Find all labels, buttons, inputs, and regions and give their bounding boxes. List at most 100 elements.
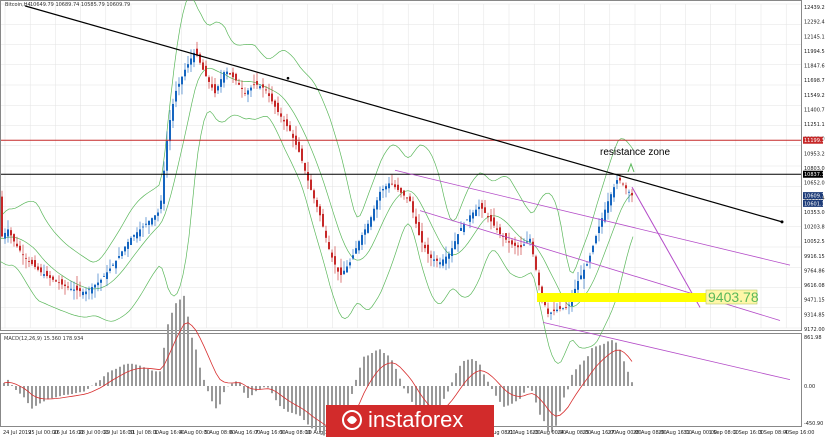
candle-body [289, 125, 291, 131]
macd-axis-tick: 861.98 [804, 335, 822, 341]
macd-histogram-bar [355, 379, 357, 386]
candle-body [127, 241, 129, 249]
macd-histogram-bar [535, 386, 537, 403]
channel-lower-line [542, 321, 791, 381]
candle-body [409, 196, 411, 202]
macd-histogram-bar [39, 386, 41, 404]
candle-body [535, 256, 537, 270]
candle-body [115, 260, 117, 269]
price-axis-tick: 12292.45 [804, 20, 825, 26]
macd-histogram-bar [211, 386, 213, 402]
time-axis-tick: 25 Jul 00:00 [28, 430, 58, 436]
macd-histogram-bar [255, 386, 257, 392]
macd-histogram-bar [495, 386, 497, 396]
macd-histogram-bar [451, 382, 453, 386]
price-marker [803, 136, 823, 144]
time-axis-tick: 10 Aug 16:00 [305, 430, 339, 436]
time-axis-tick: 31 Aug 00:00 [683, 430, 717, 436]
candle-body [616, 180, 618, 184]
price-axis-tick: 10652.07 [804, 181, 825, 187]
candle-body [403, 190, 405, 196]
watermark-brand: instaforex [368, 407, 463, 432]
candle-body [97, 282, 99, 286]
macd-histogram-bar [603, 343, 605, 386]
candle-body [574, 288, 576, 295]
candle-body [490, 214, 492, 222]
candle-body [208, 77, 210, 82]
macd-histogram-bar [107, 372, 109, 386]
candle-body [430, 254, 432, 259]
candle-body [382, 189, 384, 191]
candle-body [151, 218, 153, 225]
candle-body [508, 241, 510, 243]
candle-body [325, 230, 327, 238]
candle-body [16, 243, 18, 247]
macd-histogram-bar [531, 386, 533, 391]
macd-histogram-bar [315, 386, 317, 431]
candle-body [385, 186, 387, 190]
macd-histogram-bar [175, 303, 177, 386]
macd-histogram-bar [275, 386, 277, 401]
macd-histogram-bar [623, 361, 625, 386]
macd-histogram-bar [259, 386, 261, 390]
macd-axis-tick: 0.00 [804, 384, 815, 390]
candle-body [277, 102, 279, 112]
candle-body [283, 119, 285, 122]
candle-body [175, 90, 177, 102]
candle-body [454, 241, 456, 250]
macd-histogram-bar [71, 386, 73, 395]
candle-body [412, 201, 414, 213]
channel-upper-line [394, 169, 791, 266]
candle-body [364, 229, 366, 235]
macd-histogram-bar [15, 386, 17, 390]
candle-body [316, 200, 318, 207]
macd-histogram-bar [147, 368, 149, 386]
up-arrow-icon [627, 162, 635, 173]
price-axis-tick: 11847.69 [804, 64, 825, 70]
candle-body [424, 244, 426, 249]
candle-body [193, 52, 195, 63]
macd-histogram-bar [379, 349, 381, 386]
candle-body [268, 93, 270, 97]
macd-histogram-bar [79, 386, 81, 393]
candle-body [79, 288, 81, 292]
candle-body [502, 236, 504, 238]
candle-body [556, 309, 558, 312]
candle-body [157, 212, 159, 216]
macd-histogram-bar [611, 340, 613, 386]
candle-body [520, 245, 522, 248]
macd-histogram-bar [31, 386, 33, 409]
candle-body [118, 256, 120, 258]
macd-histogram-bar [459, 365, 461, 386]
macd-histogram-bar [579, 364, 581, 386]
macd-histogram-bar [503, 386, 505, 407]
candle-body [559, 306, 561, 309]
macd-histogram-bar [399, 378, 401, 386]
candle-body [10, 230, 12, 236]
candle-body [370, 217, 372, 227]
time-axis-tick: 28 Aug 08:00 [633, 430, 667, 436]
macd-histogram-bar [443, 386, 445, 399]
macd-series [3, 295, 633, 437]
macd-histogram-bar [203, 379, 205, 386]
macd-histogram-bar [219, 386, 221, 405]
candle-body [538, 272, 540, 286]
candle-body [442, 259, 444, 266]
candle-body [253, 84, 255, 86]
instaforex-logo-icon [342, 410, 362, 430]
candle-body [406, 197, 408, 199]
candle-body [481, 203, 483, 209]
macd-histogram-bar [343, 386, 345, 423]
time-axis-tick: 28 Jul 00:00 [79, 430, 109, 436]
candle-body [91, 287, 93, 294]
candle-body [469, 215, 471, 222]
candle-body [256, 80, 258, 85]
candle-body [475, 209, 477, 216]
candle-body [397, 184, 399, 190]
macd-histogram-bar [195, 349, 197, 386]
candle-body [184, 69, 186, 77]
price-axis-tick: 9471.15 [804, 298, 825, 304]
candle-body [310, 179, 312, 190]
macd-histogram-bar [299, 386, 301, 416]
macd-histogram-bar [135, 364, 137, 386]
